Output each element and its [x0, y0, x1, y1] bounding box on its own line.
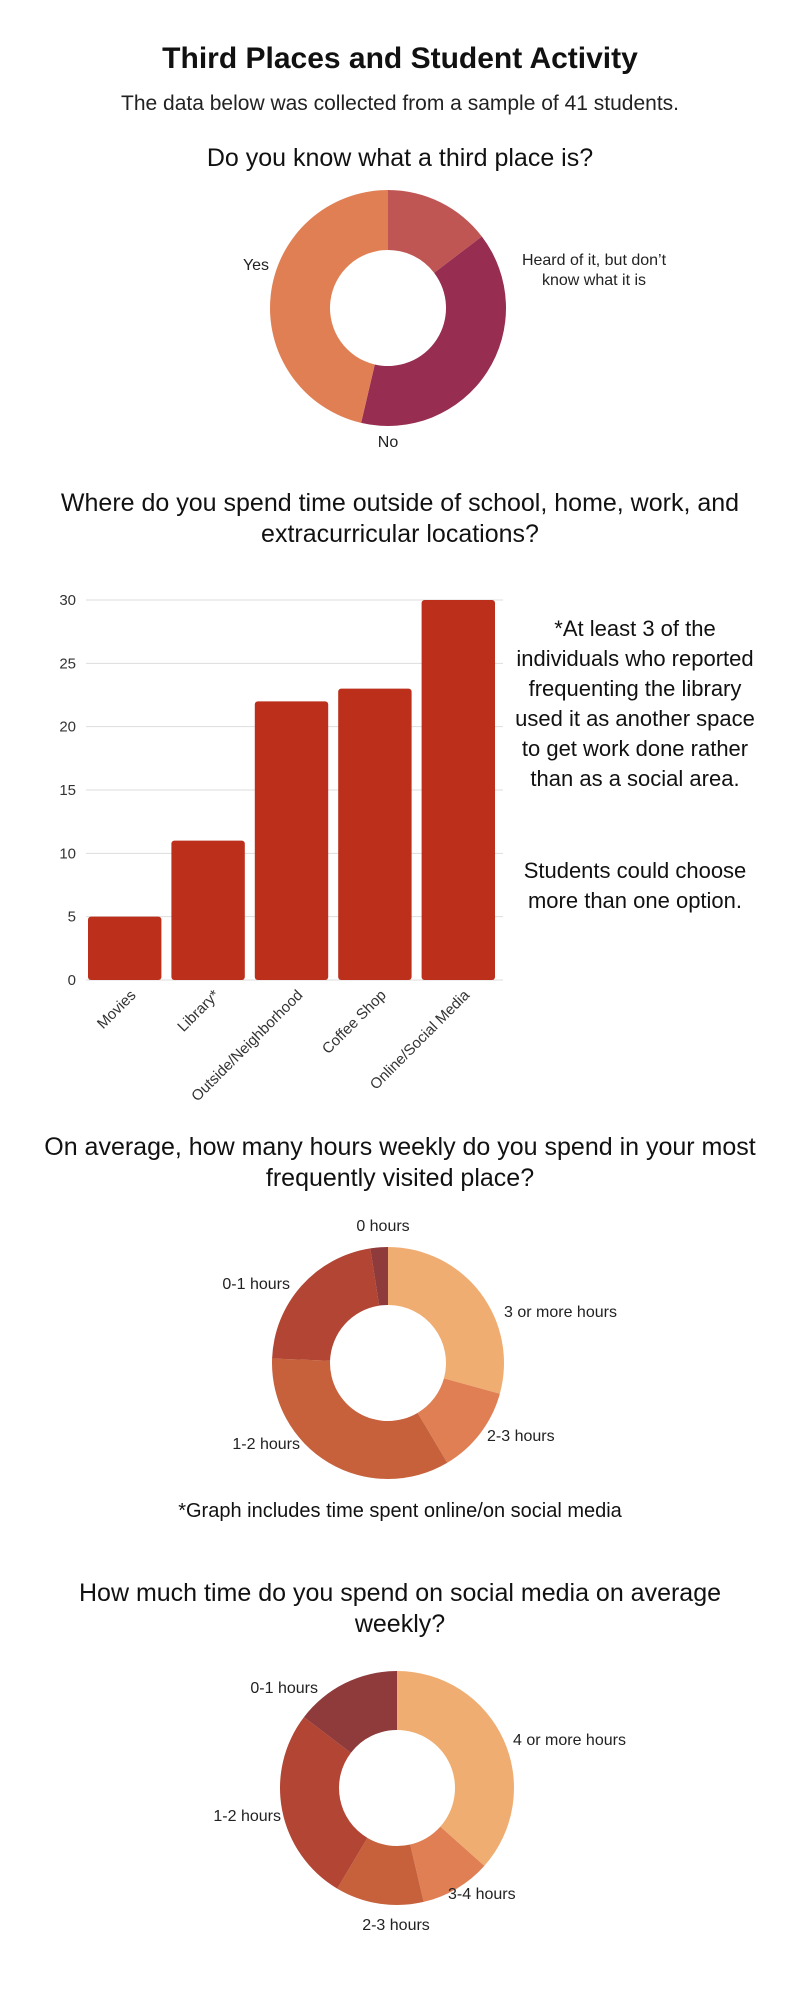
chart4-slice-label: 3-4 hours [448, 1886, 516, 1903]
chart2-ytick-label: 20 [59, 719, 76, 736]
chart4-slice [280, 1717, 368, 1889]
chart2-xtick-label: Coffee Shop [319, 987, 390, 1058]
chart3-slice [417, 1378, 500, 1463]
chart3-donut: 3 or more hours 2-3 hours 1-2 hours 0-1 hou… [222, 1218, 617, 1479]
chart3-slice-label: 0 hours [356, 1218, 409, 1235]
chart1-donut: Heard of it, but don’t know what it is No Y… [243, 190, 667, 451]
chart2-bar [88, 916, 162, 980]
chart2-xtick-label: Library* [174, 987, 223, 1036]
chart1-slice-label: Yes [243, 257, 269, 274]
chart4-slice [410, 1826, 485, 1902]
chart3-slice [272, 1248, 380, 1361]
chart2-bar [254, 701, 329, 980]
chart4-donut: 4 or more hours 3-4 hours 2-3 hours 1-2 hou… [213, 1671, 626, 1934]
chart4-slice-label: 4 or more hours [513, 1732, 626, 1749]
chart1-slice [361, 236, 506, 426]
chart3-slice-label: 2-3 hours [487, 1428, 555, 1445]
chart4-slice-label: 2-3 hours [362, 1917, 430, 1934]
chart4-slice-label: 0-1 hours [250, 1680, 318, 1697]
chart2-annotation: *At least 3 of the individuals who repor… [515, 616, 755, 791]
chart2-xtick-label: Movies [94, 987, 140, 1033]
chart3-title: On average, how many hours weekly do you… [44, 1133, 756, 1192]
chart4-slice [397, 1671, 515, 1866]
chart1-title: Do you know what a third place is? [206, 144, 594, 172]
chart2-ytick-label: 15 [59, 782, 76, 799]
chart4-slice-label: 1-2 hours [213, 1808, 281, 1825]
chart4-title: How much time do you spend on social med… [78, 1579, 722, 1638]
chart3-slice-label: 0-1 hours [222, 1276, 290, 1293]
chart2-ytick-label: 10 [59, 845, 76, 862]
chart2-annotation-2: Students could choose more than one opti… [523, 858, 747, 913]
chart2-ytick-label: 25 [59, 655, 76, 672]
chart3-slice-label: 3 or more hours [504, 1304, 617, 1321]
chart1-slice-label: No [378, 434, 399, 451]
chart1-slice-label: Heard of it, but don’t know what it is [522, 252, 667, 289]
page-title: Third Places and Student Activity [162, 42, 638, 75]
chart2-ytick-label: 30 [59, 592, 76, 609]
chart4-slice [303, 1671, 397, 1753]
chart3-slice [388, 1247, 505, 1394]
chart3-slice [370, 1247, 388, 1306]
page-subtitle: The data below was collected from a samp… [121, 92, 679, 115]
chart2-bar [338, 688, 412, 980]
chart2-ytick-label: 5 [68, 909, 76, 926]
chart2-bar [171, 840, 245, 980]
chart1-slice [270, 190, 388, 423]
chart1-slice [388, 190, 482, 273]
chart2-title: Where do you spend time outside of schoo… [60, 489, 740, 548]
chart3-footnote: *Graph includes time spent online/on soc… [178, 1500, 622, 1522]
chart4-slice [337, 1837, 424, 1905]
chart3-slice [271, 1358, 448, 1479]
chart3-slice-label: 1-2 hours [232, 1436, 300, 1453]
chart2-ytick-label: 0 [68, 972, 76, 989]
chart2-bar [421, 600, 495, 980]
